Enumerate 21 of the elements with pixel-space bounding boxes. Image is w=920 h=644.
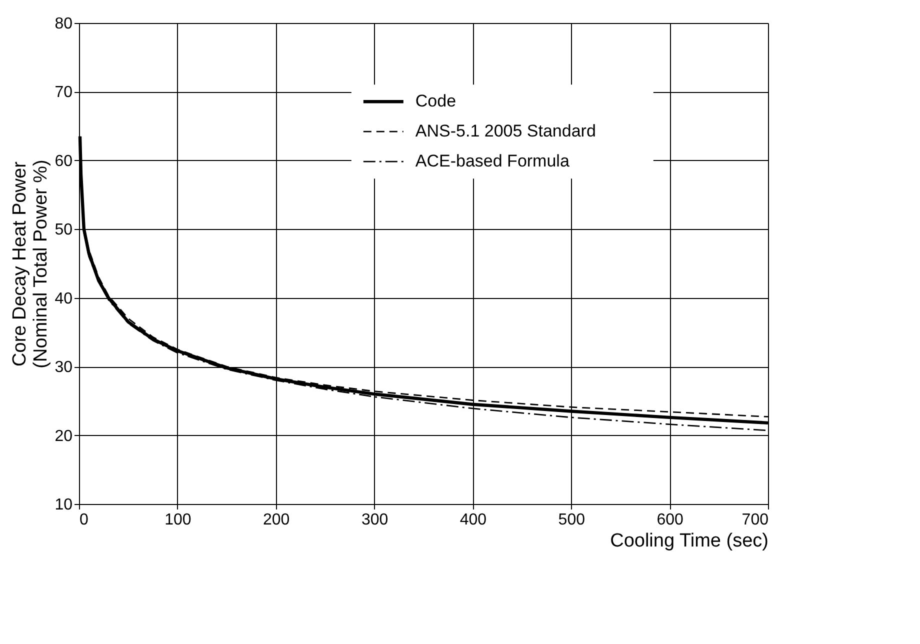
x-tick-label: 400 [460, 512, 487, 528]
y-tick-label: 70 [54, 84, 73, 102]
x-tick-label: 0 [80, 512, 88, 528]
y-tick-label: 60 [54, 152, 73, 170]
legend-label: Code [415, 92, 456, 111]
y-tick-label: 30 [54, 359, 73, 376]
y-tick-label: 40 [54, 290, 73, 308]
y-tick-label: 10 [54, 496, 73, 514]
legend-label: ACE-based Formula [415, 152, 570, 171]
x-tick-label: 500 [558, 512, 586, 528]
y-axis-title: Core Decay Heat Power (Nominal Total Power %) [10, 160, 52, 368]
x-tick-label: 100 [164, 512, 192, 528]
x-tick-label: 300 [361, 512, 388, 528]
x-tick-label: 600 [656, 512, 684, 528]
y-tick-label: 50 [54, 222, 73, 239]
y-tick-label: 80 [54, 16, 73, 32]
y-tick-label: 20 [54, 428, 73, 445]
x-axis-title: Cooling Time (sec) [610, 530, 768, 552]
x-tick-label: 200 [263, 512, 290, 528]
legend-label: ANS-5.1 2005 Standard [415, 122, 596, 141]
x-tick-label: 700 [742, 512, 769, 528]
